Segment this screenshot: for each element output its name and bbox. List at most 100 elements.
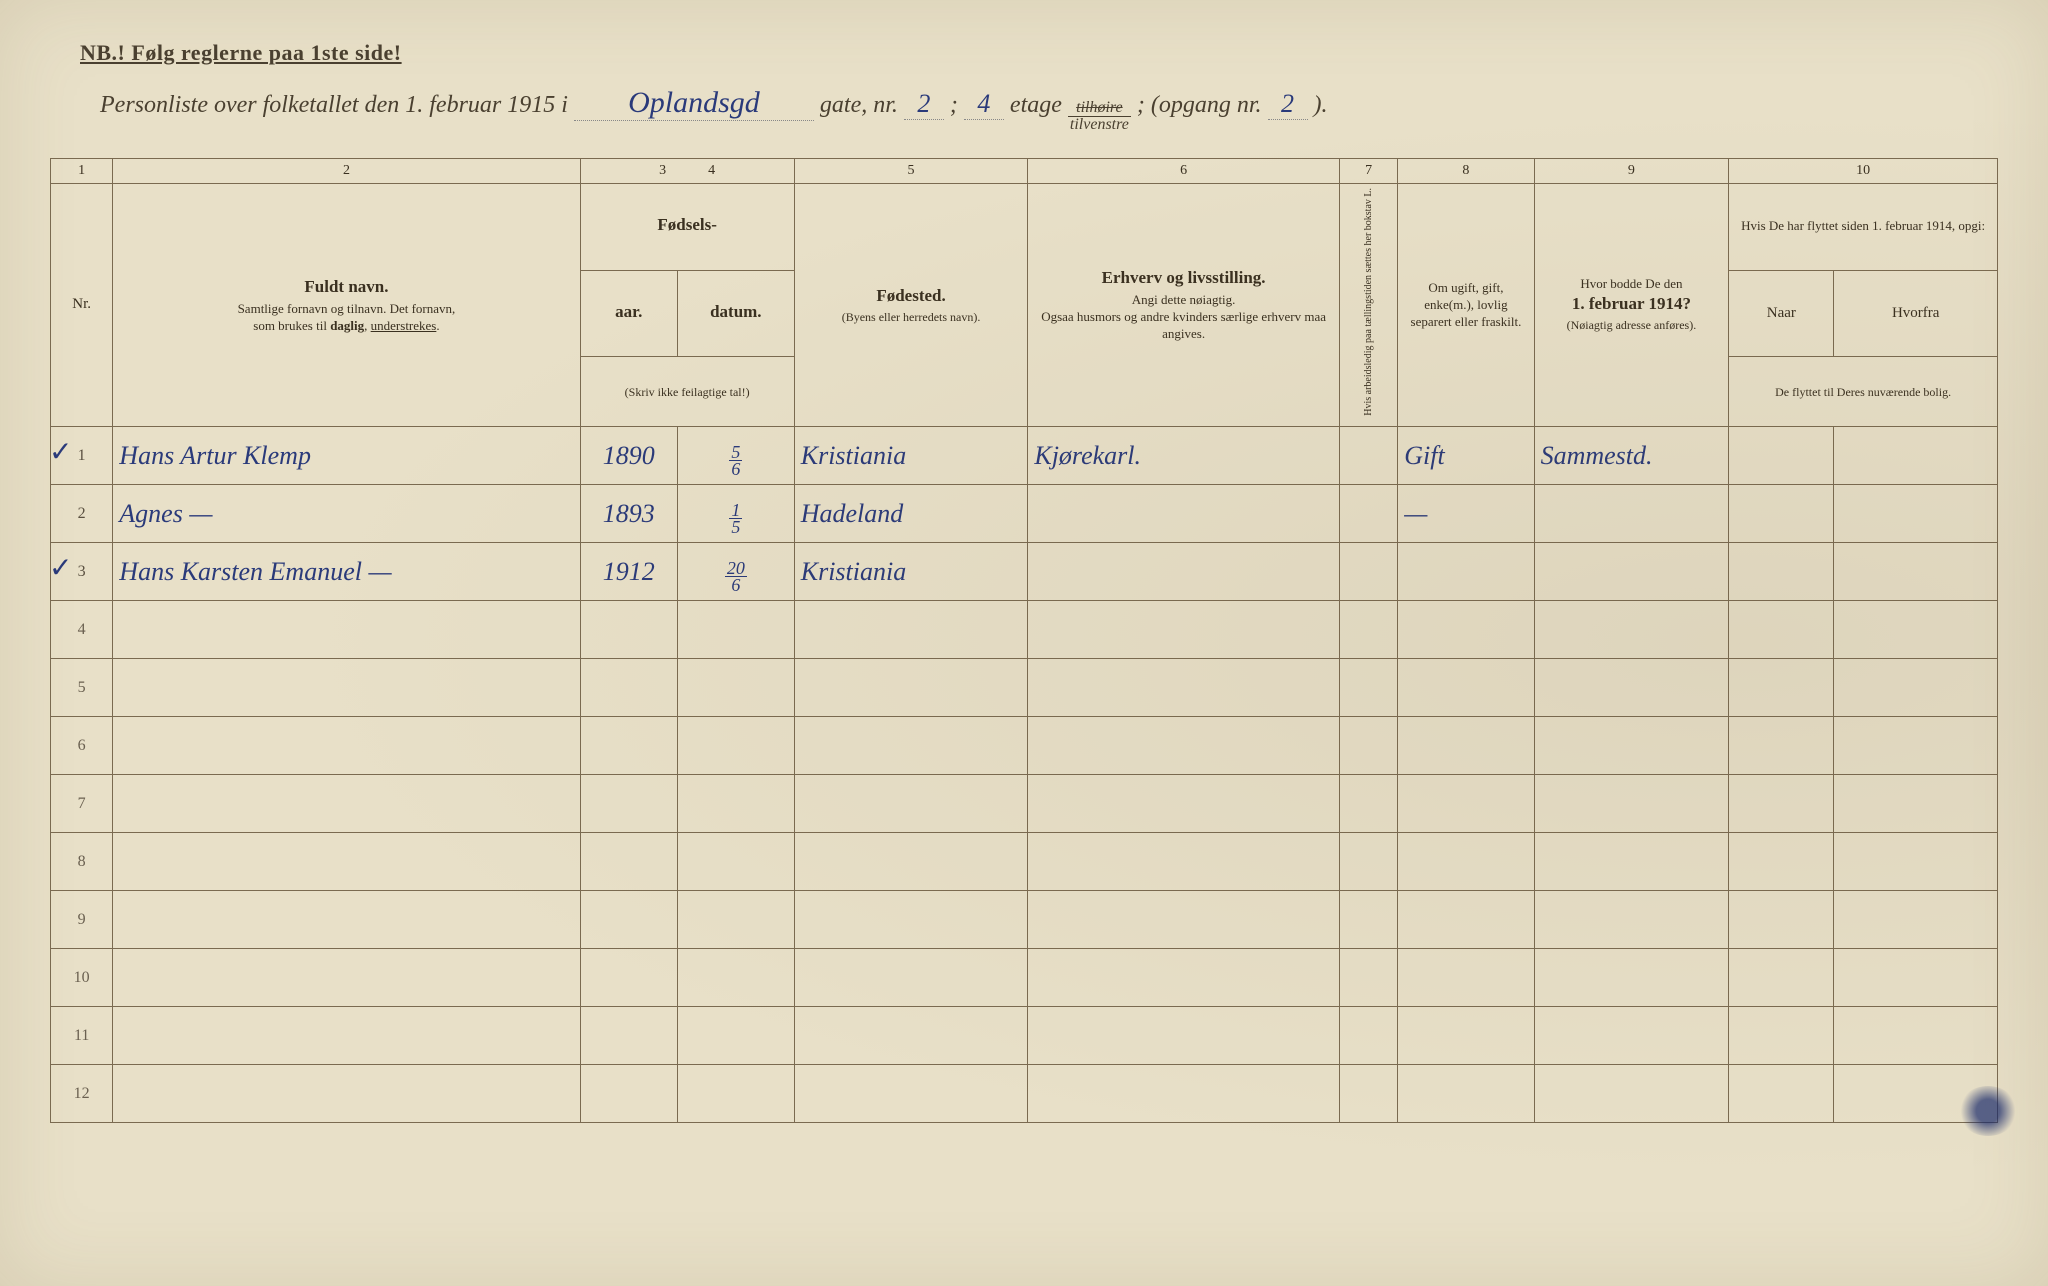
row-date — [677, 1007, 794, 1065]
row-nr: 8 — [51, 833, 113, 891]
row-marital — [1398, 659, 1534, 717]
row-prev — [1534, 833, 1729, 891]
row-nr: 11 — [51, 1007, 113, 1065]
row-date: 15 — [677, 485, 794, 543]
nb-instruction: NB.! Følg reglerne paa 1ste side! — [80, 40, 1998, 66]
row-place — [794, 659, 1028, 717]
table-row: 12 — [51, 1065, 1998, 1123]
colnum-6: 6 — [1028, 159, 1340, 184]
colnum-34: 3 4 — [580, 159, 794, 184]
row-occ — [1028, 543, 1340, 601]
row-date — [677, 601, 794, 659]
row-year: 1890 — [580, 427, 677, 485]
hdr-col10-top: Hvis De har flyttet siden 1. februar 191… — [1729, 184, 1998, 271]
row-col7 — [1339, 1007, 1397, 1065]
row-marital — [1398, 1065, 1534, 1123]
hdr-col7: Hvis arbeidsledig paa tællingstiden sætt… — [1339, 184, 1397, 427]
table-row: 11 — [51, 1007, 1998, 1065]
row-naar — [1729, 717, 1834, 775]
row-date — [677, 1065, 794, 1123]
row-place — [794, 1007, 1028, 1065]
hdr-hvorfra: Hvorfra — [1834, 270, 1998, 357]
row-marital: — — [1398, 485, 1534, 543]
row-date — [677, 775, 794, 833]
sep: ; — [950, 92, 958, 119]
row-place — [794, 949, 1028, 1007]
row-name — [113, 775, 580, 833]
row-hvorfra — [1834, 717, 1998, 775]
row-nr: 12 — [51, 1065, 113, 1123]
row-col7 — [1339, 427, 1397, 485]
ink-blot — [1958, 1086, 2018, 1136]
colnum-8: 8 — [1398, 159, 1534, 184]
row-prev — [1534, 1065, 1729, 1123]
row-marital — [1398, 833, 1534, 891]
row-occ: Kjørekarl. — [1028, 427, 1340, 485]
hdr-name-main: Fuldt navn. — [119, 276, 573, 298]
row-marital — [1398, 717, 1534, 775]
hdr-nr: Nr. — [51, 184, 113, 427]
row-year — [580, 949, 677, 1007]
hdr-name-sub2: som brukes til daglig, understrekes. — [119, 318, 573, 335]
row-occ — [1028, 891, 1340, 949]
side-fraction: tilhøire tilvenstre — [1068, 100, 1131, 133]
table-row: 2 Agnes — 1893 15 Hadeland — — [51, 485, 1998, 543]
table-row: ✓1 Hans Artur Klemp 1890 56 Kristiania K… — [51, 427, 1998, 485]
row-naar — [1729, 833, 1834, 891]
checkmark-icon: ✓ — [49, 551, 72, 585]
row-year — [580, 1007, 677, 1065]
row-hvorfra — [1834, 1007, 1998, 1065]
row-name — [113, 601, 580, 659]
hdr-occ: Erhverv og livsstilling. Angi dette nøia… — [1028, 184, 1340, 427]
row-marital — [1398, 1007, 1534, 1065]
column-number-row: 1 2 3 4 5 6 7 8 9 10 — [51, 159, 1998, 184]
etage-label: etage — [1010, 92, 1062, 119]
row-naar — [1729, 775, 1834, 833]
hdr-place: Fødested. (Byens eller herredets navn). — [794, 184, 1028, 427]
row-occ — [1028, 775, 1340, 833]
row-col7 — [1339, 659, 1397, 717]
row-date: 206 — [677, 543, 794, 601]
row-year: 1893 — [580, 485, 677, 543]
row-name: Hans Karsten Emanuel — — [113, 543, 580, 601]
form-title-line: Personliste over folketallet den 1. febr… — [100, 86, 1998, 133]
row-prev — [1534, 485, 1729, 543]
row-naar — [1729, 1065, 1834, 1123]
table-row: 7 — [51, 775, 1998, 833]
row-marital — [1398, 775, 1534, 833]
colnum-1: 1 — [51, 159, 113, 184]
row-hvorfra — [1834, 659, 1998, 717]
etage-number: 4 — [964, 89, 1004, 120]
hdr-birth-paren: (Skriv ikke feilagtige tal!) — [580, 357, 794, 427]
row-name: Hans Artur Klemp — [113, 427, 580, 485]
table-row: 4 — [51, 601, 1998, 659]
row-occ — [1028, 833, 1340, 891]
hdr-name-sub1: Samtlige fornavn og tilnavn. Det fornavn… — [119, 301, 573, 318]
row-year — [580, 775, 677, 833]
table-row: 8 — [51, 833, 1998, 891]
row-occ — [1028, 485, 1340, 543]
row-place — [794, 717, 1028, 775]
hdr-name: Fuldt navn. Samtlige fornavn og tilnavn.… — [113, 184, 580, 427]
row-naar — [1729, 949, 1834, 1007]
colnum-5: 5 — [794, 159, 1028, 184]
colnum-7: 7 — [1339, 159, 1397, 184]
hdr-naar: Naar — [1729, 270, 1834, 357]
row-prev: Sammestd. — [1534, 427, 1729, 485]
row-nr: ✓3 — [51, 543, 113, 601]
row-prev — [1534, 891, 1729, 949]
row-marital — [1398, 891, 1534, 949]
row-occ — [1028, 949, 1340, 1007]
opgang-number: 2 — [1268, 89, 1308, 120]
gate-number: 2 — [904, 89, 944, 120]
row-place — [794, 775, 1028, 833]
colnum-2: 2 — [113, 159, 580, 184]
row-nr: 2 — [51, 485, 113, 543]
row-naar — [1729, 427, 1834, 485]
row-hvorfra — [1834, 891, 1998, 949]
row-prev — [1534, 1007, 1729, 1065]
row-date — [677, 833, 794, 891]
row-place — [794, 833, 1028, 891]
row-year — [580, 717, 677, 775]
row-prev — [1534, 543, 1729, 601]
